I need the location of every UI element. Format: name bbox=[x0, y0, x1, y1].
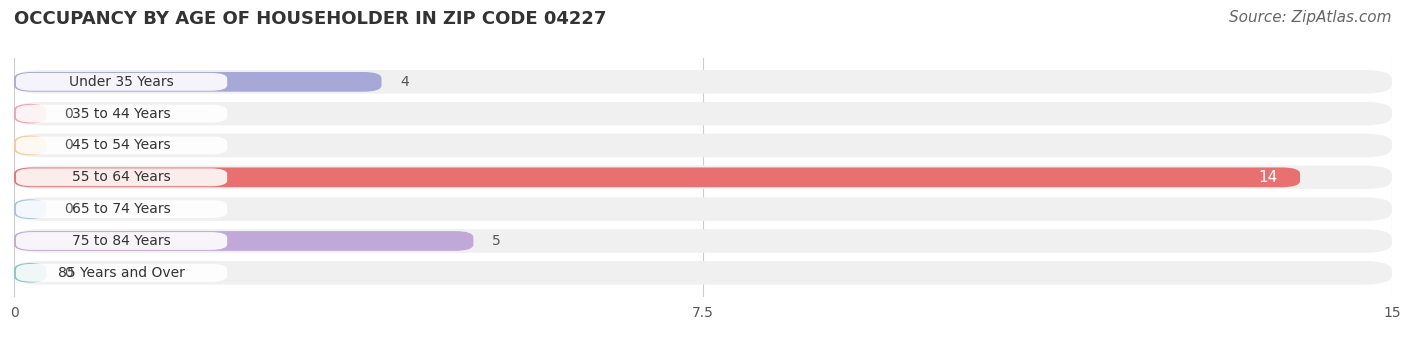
Text: Under 35 Years: Under 35 Years bbox=[69, 75, 174, 89]
FancyBboxPatch shape bbox=[14, 72, 381, 92]
Text: 0: 0 bbox=[65, 107, 73, 121]
FancyBboxPatch shape bbox=[14, 261, 1392, 285]
FancyBboxPatch shape bbox=[14, 199, 46, 219]
FancyBboxPatch shape bbox=[14, 102, 1392, 125]
Text: 0: 0 bbox=[65, 266, 73, 280]
FancyBboxPatch shape bbox=[14, 229, 1392, 253]
FancyBboxPatch shape bbox=[14, 134, 1392, 157]
FancyBboxPatch shape bbox=[14, 197, 1392, 221]
FancyBboxPatch shape bbox=[15, 137, 228, 154]
Text: 35 to 44 Years: 35 to 44 Years bbox=[72, 107, 172, 121]
Text: 0: 0 bbox=[65, 138, 73, 152]
Text: 85 Years and Over: 85 Years and Over bbox=[58, 266, 186, 280]
FancyBboxPatch shape bbox=[14, 136, 46, 155]
Text: 45 to 54 Years: 45 to 54 Years bbox=[72, 138, 172, 152]
FancyBboxPatch shape bbox=[15, 168, 228, 186]
Text: 5: 5 bbox=[492, 234, 501, 248]
Text: 65 to 74 Years: 65 to 74 Years bbox=[72, 202, 172, 216]
FancyBboxPatch shape bbox=[14, 167, 1301, 187]
FancyBboxPatch shape bbox=[15, 200, 228, 218]
FancyBboxPatch shape bbox=[15, 105, 228, 122]
FancyBboxPatch shape bbox=[14, 70, 1392, 94]
Text: 0: 0 bbox=[65, 202, 73, 216]
Text: 55 to 64 Years: 55 to 64 Years bbox=[72, 170, 172, 184]
Text: Source: ZipAtlas.com: Source: ZipAtlas.com bbox=[1229, 10, 1392, 25]
FancyBboxPatch shape bbox=[14, 231, 474, 251]
Text: 75 to 84 Years: 75 to 84 Years bbox=[72, 234, 172, 248]
Text: 4: 4 bbox=[399, 75, 409, 89]
FancyBboxPatch shape bbox=[15, 232, 228, 250]
FancyBboxPatch shape bbox=[14, 263, 46, 283]
FancyBboxPatch shape bbox=[14, 165, 1392, 189]
Text: 14: 14 bbox=[1258, 170, 1277, 185]
Text: OCCUPANCY BY AGE OF HOUSEHOLDER IN ZIP CODE 04227: OCCUPANCY BY AGE OF HOUSEHOLDER IN ZIP C… bbox=[14, 10, 606, 28]
FancyBboxPatch shape bbox=[15, 264, 228, 282]
FancyBboxPatch shape bbox=[15, 73, 228, 91]
FancyBboxPatch shape bbox=[14, 104, 46, 123]
